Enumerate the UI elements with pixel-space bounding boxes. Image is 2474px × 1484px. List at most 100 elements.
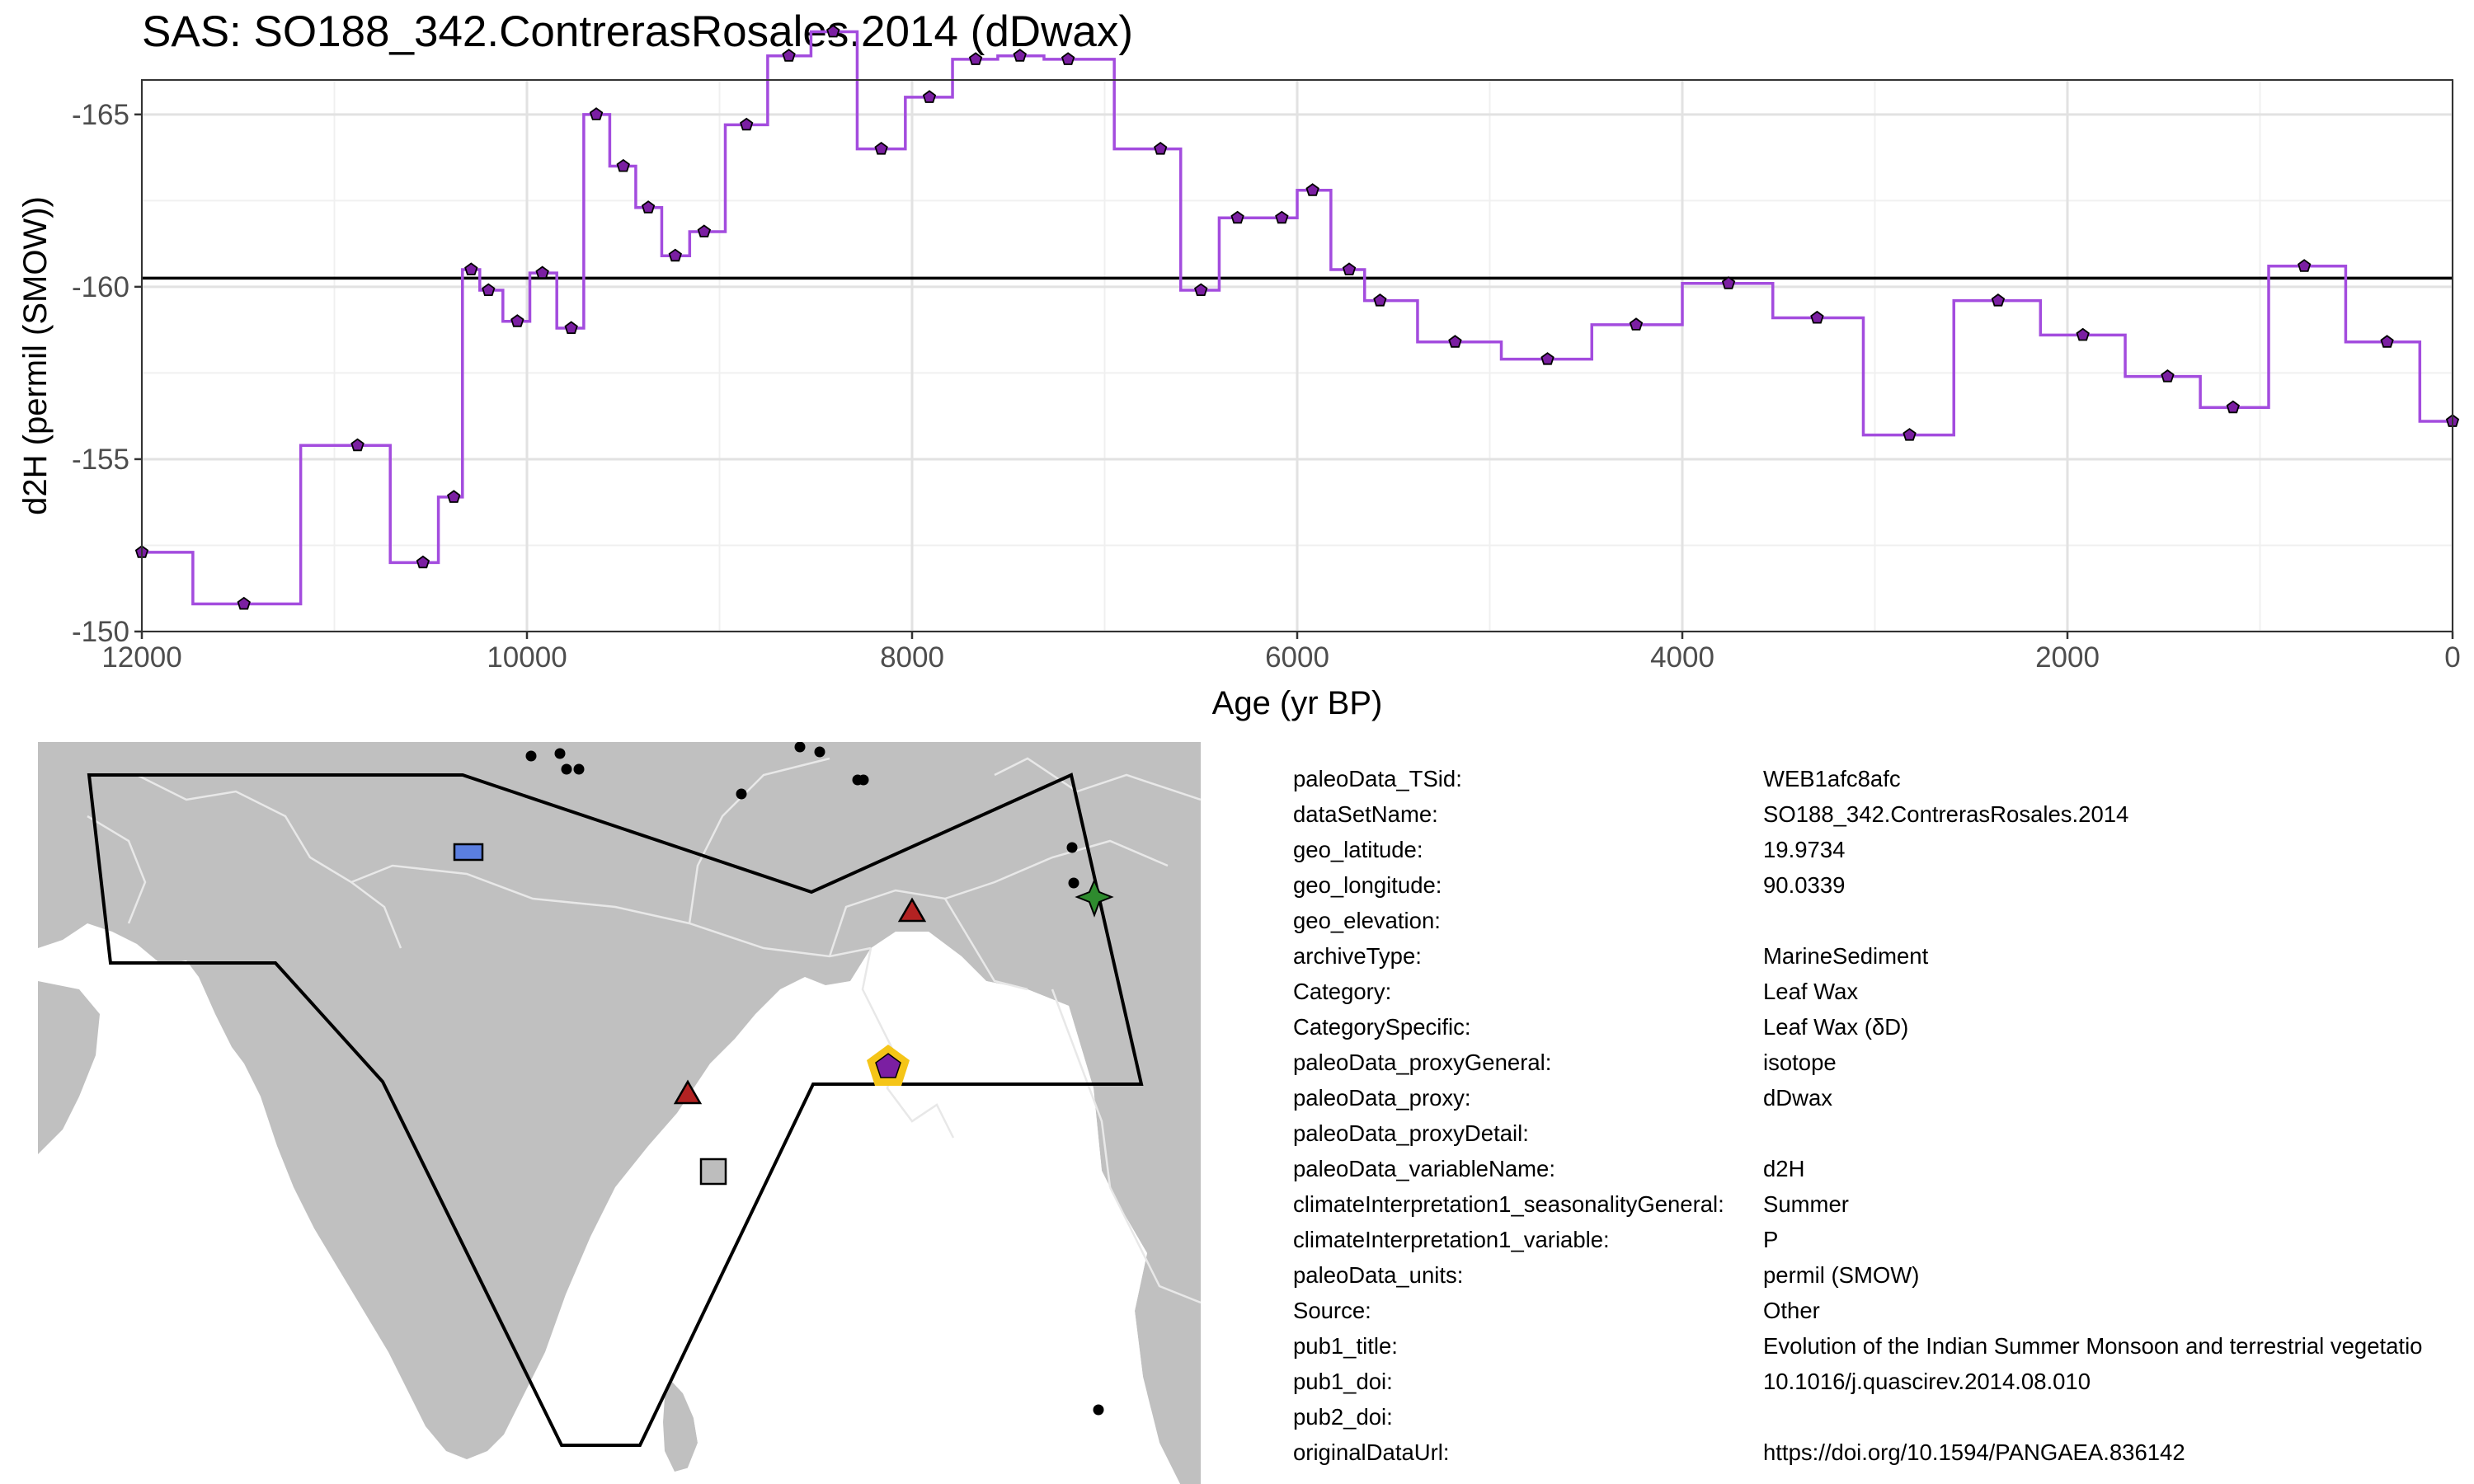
data-point-marker xyxy=(1540,352,1554,365)
metadata-key: paleoData_variableName: xyxy=(1293,1156,1555,1181)
metadata-key: climateInterpretation1_seasonalityGenera… xyxy=(1293,1191,1724,1217)
data-point-marker xyxy=(1629,317,1644,331)
metadata-key: Source: xyxy=(1293,1298,1371,1323)
data-point-marker xyxy=(2298,259,2312,272)
land-sri-lanka xyxy=(663,1381,698,1472)
triangle-site-marker-1 xyxy=(897,897,927,923)
metadata-key: originalDataUrl: xyxy=(1293,1439,1450,1465)
y-tick-label: -155 xyxy=(72,444,129,476)
data-point-marker xyxy=(1154,141,1168,155)
metadata-value: WEB1afc8afc xyxy=(1763,766,1901,791)
data-point-marker xyxy=(447,490,461,503)
location-map xyxy=(38,742,1201,1484)
metadata-value: SO188_342.ContrerasRosales.2014 xyxy=(1763,801,2129,827)
metadata-value: Leaf Wax (δD) xyxy=(1763,1014,1909,1040)
data-point-marker xyxy=(668,248,682,262)
data-point-marker xyxy=(1373,293,1387,307)
data-point-marker xyxy=(826,24,840,38)
metadata-key: Category: xyxy=(1293,979,1392,1004)
data-point-marker xyxy=(1448,335,1462,348)
bay-of-bengal-water xyxy=(681,932,1180,1484)
metadata-value: 10.1016/j.quascirev.2014.08.010 xyxy=(1763,1369,2091,1394)
data-point-marker xyxy=(922,90,937,103)
data-point-marker xyxy=(1194,283,1208,297)
data-point-marker xyxy=(968,52,983,65)
data-point-marker xyxy=(510,314,524,327)
x-tick-label: 12000 xyxy=(101,641,181,674)
data-point-marker xyxy=(464,262,478,275)
series-line xyxy=(142,30,2453,606)
metadata-value: MarineSediment xyxy=(1763,943,1929,969)
data-point-marker xyxy=(482,283,496,297)
metadata-value: https://doi.org/10.1594/PANGAEA.836142 xyxy=(1763,1439,2185,1465)
triangle-site-marker-2 xyxy=(673,1079,703,1105)
metadata-key: climateInterpretation1_variable: xyxy=(1293,1227,1610,1252)
x-tick-label: 0 xyxy=(2444,641,2460,674)
chart-title: SAS: SO188_342.ContrerasRosales.2014 (dD… xyxy=(142,7,1133,56)
x-axis-ticks: 12000 10000 8000 6000 4000 2000 0 xyxy=(101,632,2461,674)
data-point-marker xyxy=(2226,400,2240,414)
metadata-value: d2H xyxy=(1763,1156,1805,1181)
x-tick-label: 8000 xyxy=(880,641,944,674)
data-point-marker xyxy=(350,438,365,452)
y-axis-label: d2H (permil (SMOW)) xyxy=(17,196,54,515)
metadata-value: Evolution of the Indian Summer Monsoon a… xyxy=(1763,1333,2423,1359)
data-point-marker xyxy=(2161,369,2175,383)
target-site-marker xyxy=(875,1053,901,1078)
y-axis-ticks: -165 -160 -155 -150 xyxy=(72,99,142,648)
data-point-marker xyxy=(740,117,754,131)
metadata-key: paleoData_proxy: xyxy=(1293,1085,1471,1111)
data-point-marker xyxy=(1305,183,1319,196)
metadata-value: Leaf Wax xyxy=(1763,979,1859,1004)
metadata-key: geo_longitude: xyxy=(1293,872,1442,898)
metadata-value: Summer xyxy=(1763,1191,1849,1217)
metadata-key: paleoData_proxyGeneral: xyxy=(1293,1050,1552,1075)
region-outline xyxy=(87,773,1144,1447)
data-point-marker xyxy=(1275,210,1289,224)
data-point-marker xyxy=(697,224,712,237)
land-arabia xyxy=(38,981,100,1154)
x-tick-label: 10000 xyxy=(487,641,567,674)
y-tick-label: -150 xyxy=(72,616,129,648)
data-point-marker xyxy=(589,107,604,120)
land-asia xyxy=(38,742,1201,1484)
series-markers xyxy=(134,24,2460,610)
metadata-value: Other xyxy=(1763,1298,1820,1323)
x-tick-label: 4000 xyxy=(1650,641,1714,674)
data-point-marker xyxy=(416,555,430,569)
metadata-key: pub1_doi: xyxy=(1293,1369,1393,1394)
metadata-key: paleoData_TSid: xyxy=(1293,766,1462,791)
data-point-marker xyxy=(641,200,656,214)
metadata-key: geo_elevation: xyxy=(1293,908,1441,933)
metadata-value: 19.9734 xyxy=(1763,837,1846,862)
star-site-marker xyxy=(1075,878,1114,918)
data-point-marker xyxy=(1230,210,1244,224)
data-point-marker xyxy=(1721,276,1736,289)
metadata-key: archiveType: xyxy=(1293,943,1422,969)
metadata-value: P xyxy=(1763,1227,1779,1252)
square-site-marker xyxy=(699,1158,727,1186)
x-axis-label: Age (yr BP) xyxy=(1212,685,1383,721)
metadata-key: paleoData_proxyDetail: xyxy=(1293,1120,1529,1146)
time-series-chart: 12000 10000 8000 6000 4000 2000 0 -165 -160 -155… xyxy=(17,24,2461,721)
rectangle-site-marker xyxy=(453,843,484,862)
metadata-value: 90.0339 xyxy=(1763,872,1846,898)
y-tick-label: -165 xyxy=(72,99,129,131)
data-point-marker xyxy=(616,158,630,172)
data-point-marker xyxy=(535,265,549,279)
metadata-value: isotope xyxy=(1763,1050,1837,1075)
metadata-key: CategorySpecific: xyxy=(1293,1014,1471,1040)
metadata-value: permil (SMOW) xyxy=(1763,1262,1920,1288)
other-site-dots xyxy=(525,742,1104,1416)
data-point-marker xyxy=(2076,327,2090,341)
metadata-key: dataSetName: xyxy=(1293,801,1438,827)
data-point-marker xyxy=(1991,293,2006,307)
data-point-marker xyxy=(874,141,888,155)
data-point-marker xyxy=(237,596,251,610)
data-point-marker xyxy=(782,49,796,62)
data-point-marker xyxy=(1810,310,1824,324)
metadata-key: paleoData_units: xyxy=(1293,1262,1464,1288)
metadata-key: geo_latitude: xyxy=(1293,837,1423,862)
metadata-value: dDwax xyxy=(1763,1085,1833,1111)
metadata-key: pub1_title: xyxy=(1293,1333,1398,1359)
